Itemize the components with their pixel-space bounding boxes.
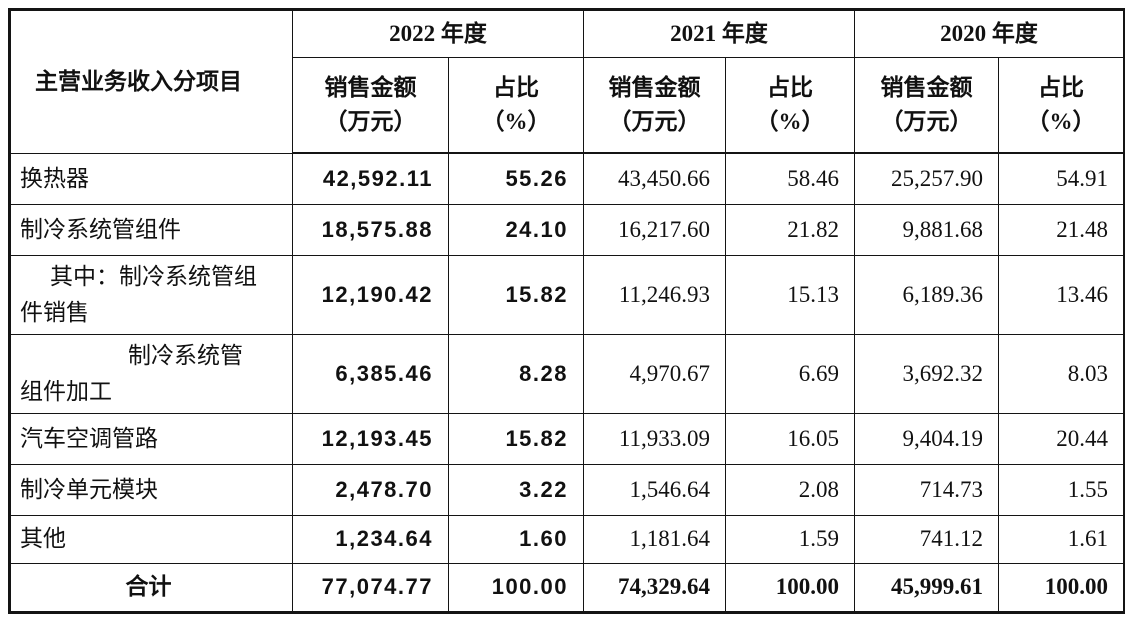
amount-2020: 6,189.36 bbox=[854, 254, 999, 335]
amount-2022: 1,234.64 bbox=[292, 514, 449, 564]
amount-header-line1: 销售金额 bbox=[608, 74, 701, 100]
amount-2021: 11,933.09 bbox=[583, 412, 726, 465]
column-header-ratio-2021: 占比 （%） bbox=[725, 57, 855, 154]
amount-2022: 77,074.77 bbox=[292, 562, 449, 613]
amount-header-line1: 销售金额 bbox=[880, 74, 973, 100]
ratio-header-line2: （%） bbox=[755, 109, 825, 134]
amount-2022: 2,478.70 bbox=[292, 463, 449, 516]
amount-header-line2: （万元） bbox=[880, 109, 973, 134]
row-label: 其中：制冷系统管组 件销售 bbox=[9, 254, 293, 335]
row-label: 汽车空调管路 bbox=[9, 412, 293, 465]
row-label-total: 合计 bbox=[9, 562, 293, 613]
column-header-ratio-2022: 占比 （%） bbox=[448, 57, 584, 154]
ratio-2020: 13.46 bbox=[998, 254, 1125, 335]
table-row-auto-ac-piping: 汽车空调管路 12,193.45 15.82 11,933.09 16.05 9… bbox=[9, 412, 1125, 465]
column-header-year-2020: 2020 年度 bbox=[854, 9, 1125, 58]
table-row-pipe-components-processing: 制冷系统管 组件加工 6,385.46 8.28 4,970.67 6.69 3… bbox=[9, 333, 1125, 414]
amount-2022: 12,193.45 bbox=[292, 412, 449, 465]
ratio-2020: 1.55 bbox=[998, 463, 1125, 516]
table-row-refrigeration-pipe-components: 制冷系统管组件 18,575.88 24.10 16,217.60 21.82 … bbox=[9, 203, 1125, 256]
ratio-2022: 3.22 bbox=[448, 463, 584, 516]
ratio-2022: 8.28 bbox=[448, 333, 584, 414]
amount-2021: 43,450.66 bbox=[583, 152, 726, 205]
ratio-header-line2: （%） bbox=[1026, 109, 1096, 134]
ratio-2021: 21.82 bbox=[725, 203, 855, 256]
ratio-header-line2: （%） bbox=[481, 109, 551, 134]
ratio-2021: 2.08 bbox=[725, 463, 855, 516]
ratio-2022: 24.10 bbox=[448, 203, 584, 256]
ratio-2021: 1.59 bbox=[725, 514, 855, 564]
amount-2022: 18,575.88 bbox=[292, 203, 449, 256]
ratio-2021: 100.00 bbox=[725, 562, 855, 613]
table-row-pipe-components-sales: 其中：制冷系统管组 件销售 12,190.42 15.82 11,246.93 … bbox=[9, 254, 1125, 335]
table-row-refrigeration-unit-module: 制冷单元模块 2,478.70 3.22 1,546.64 2.08 714.7… bbox=[9, 463, 1125, 516]
amount-2020: 714.73 bbox=[854, 463, 999, 516]
amount-2021: 74,329.64 bbox=[583, 562, 726, 613]
amount-2022: 42,592.11 bbox=[292, 152, 449, 205]
column-header-amount-2021: 销售金额 （万元） bbox=[583, 57, 726, 154]
ratio-header-line1: 占比 bbox=[1038, 74, 1084, 100]
column-header-ratio-2020: 占比 （%） bbox=[998, 57, 1125, 154]
amount-2021: 16,217.60 bbox=[583, 203, 726, 256]
row-label: 其他 bbox=[9, 514, 293, 564]
revenue-breakdown-table: 主营业务收入分项目 2022 年度 2021 年度 2020 年度 销售金额 （… bbox=[8, 8, 1125, 614]
header-year-row: 主营业务收入分项目 2022 年度 2021 年度 2020 年度 bbox=[9, 9, 1125, 154]
ratio-2021: 16.05 bbox=[725, 412, 855, 465]
amount-2020: 9,881.68 bbox=[854, 203, 999, 256]
row-label: 换热器 bbox=[9, 152, 293, 205]
amount-header-line2: （万元） bbox=[324, 109, 417, 134]
ratio-2022: 100.00 bbox=[448, 562, 584, 613]
ratio-header-line1: 占比 bbox=[767, 74, 813, 100]
row-label: 制冷系统管组件 bbox=[9, 203, 293, 256]
column-header-amount-2022: 销售金额 （万元） bbox=[292, 57, 449, 154]
amount-header-line2: （万元） bbox=[608, 109, 701, 134]
ratio-2020: 20.44 bbox=[998, 412, 1125, 465]
amount-2020: 45,999.61 bbox=[854, 562, 999, 613]
ratio-2020: 100.00 bbox=[998, 562, 1125, 613]
ratio-2021: 6.69 bbox=[725, 333, 855, 414]
ratio-2021: 15.13 bbox=[725, 254, 855, 335]
header-sub-row: 销售金额 （万元） 占比 （%） 销售金额 （万元） 占比 （%） 销售金额 bbox=[10, 57, 1125, 154]
column-header-year-2021: 2021 年度 bbox=[583, 9, 855, 58]
ratio-2021: 58.46 bbox=[725, 152, 855, 205]
table-row-heat-exchanger: 换热器 42,592.11 55.26 43,450.66 58.46 25,2… bbox=[9, 152, 1125, 205]
table-row-other: 其他 1,234.64 1.60 1,181.64 1.59 741.12 1.… bbox=[9, 514, 1125, 564]
amount-2020: 9,404.19 bbox=[854, 412, 999, 465]
ratio-2020: 8.03 bbox=[998, 333, 1125, 414]
ratio-2022: 55.26 bbox=[448, 152, 584, 205]
amount-2020: 741.12 bbox=[854, 514, 999, 564]
ratio-2020: 54.91 bbox=[998, 152, 1125, 205]
ratio-2022: 1.60 bbox=[448, 514, 584, 564]
amount-header-line1: 销售金额 bbox=[324, 74, 417, 100]
ratio-2022: 15.82 bbox=[448, 254, 584, 335]
ratio-header-line1: 占比 bbox=[493, 74, 539, 100]
ratio-2020: 21.48 bbox=[998, 203, 1125, 256]
amount-2020: 3,692.32 bbox=[854, 333, 999, 414]
row-label: 制冷系统管 组件加工 bbox=[9, 333, 293, 414]
amount-2022: 12,190.42 bbox=[292, 254, 449, 335]
amount-2021: 4,970.67 bbox=[583, 333, 726, 414]
column-header-item: 主营业务收入分项目 bbox=[9, 9, 293, 154]
table-row-total: 合计 77,074.77 100.00 74,329.64 100.00 45,… bbox=[9, 562, 1125, 613]
amount-2021: 1,546.64 bbox=[583, 463, 726, 516]
amount-2022: 6,385.46 bbox=[292, 333, 449, 414]
amount-2021: 1,181.64 bbox=[583, 514, 726, 564]
row-label: 制冷单元模块 bbox=[9, 463, 293, 516]
column-header-amount-2020: 销售金额 （万元） bbox=[854, 57, 999, 154]
amount-2021: 11,246.93 bbox=[583, 254, 726, 335]
ratio-2022: 15.82 bbox=[448, 412, 584, 465]
column-header-year-2022: 2022 年度 bbox=[292, 9, 584, 58]
ratio-2020: 1.61 bbox=[998, 514, 1125, 564]
amount-2020: 25,257.90 bbox=[854, 152, 999, 205]
